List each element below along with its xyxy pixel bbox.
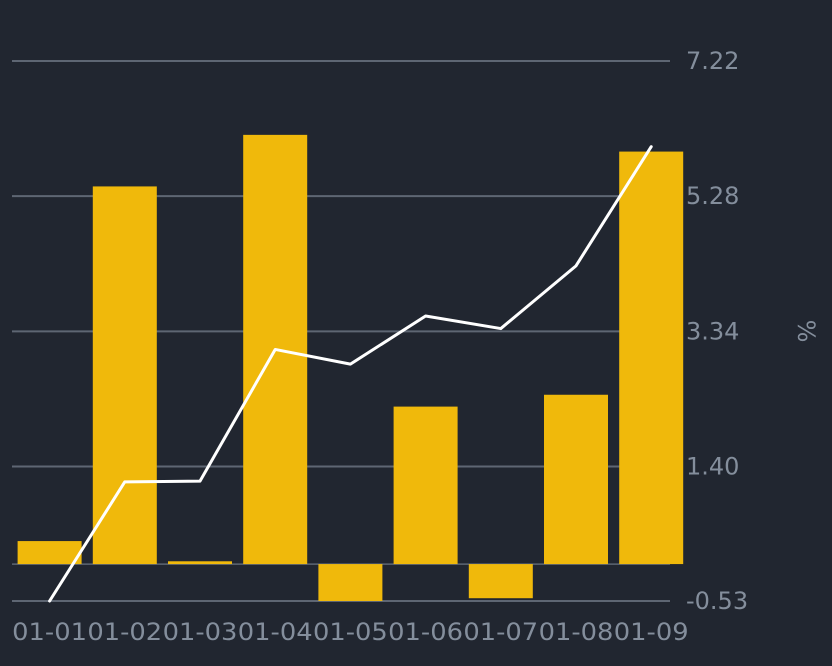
y-tick-label: 3.34	[686, 317, 739, 345]
x-tick-label: 01-06	[388, 618, 463, 646]
x-tick-label: 01-03	[163, 618, 238, 646]
bar	[619, 151, 684, 565]
bar	[544, 394, 608, 565]
bar	[92, 186, 157, 565]
x-tick-label: 01-01	[12, 618, 87, 646]
bar-series	[17, 134, 684, 601]
y-tick-label: 5.28	[686, 182, 739, 210]
y-tick-label: 1.40	[686, 453, 739, 481]
bar	[168, 561, 232, 565]
y-axis-label: %	[792, 320, 820, 343]
x-tick-label: 01-02	[87, 618, 162, 646]
y-tick-label: -0.53	[686, 587, 748, 615]
x-tick-label: 01-08	[539, 618, 614, 646]
y-axis-ticks: 7.22 5.28 3.34 1.40 -0.53	[686, 47, 748, 615]
x-axis-ticks: 01-01 01-02 01-03 01-04 01-05 01-06 01-07 01-08…	[12, 618, 688, 646]
bar	[318, 564, 383, 601]
x-tick-label: 01-09	[614, 618, 689, 646]
bar	[393, 406, 458, 565]
bar	[17, 541, 82, 565]
bar	[468, 564, 533, 599]
x-tick-label: 01-04	[238, 618, 313, 646]
x-tick-label: 01-07	[463, 618, 538, 646]
y-tick-label: 7.22	[686, 47, 739, 75]
line-series	[48, 145, 653, 603]
x-tick-label: 01-05	[313, 618, 388, 646]
